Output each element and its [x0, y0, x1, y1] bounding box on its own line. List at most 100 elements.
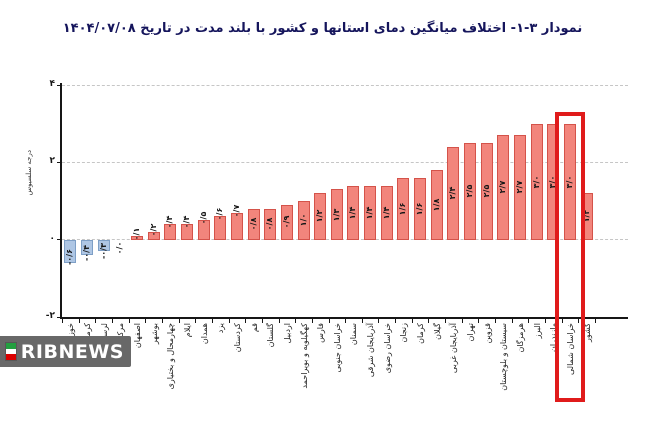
x-axis-tick: [295, 319, 297, 323]
y-axis-tick: [57, 316, 62, 318]
x-axis-tick: [378, 319, 380, 323]
x-axis-tick: [278, 319, 280, 323]
bar: [480, 143, 493, 240]
bar-value-label: ۰/۹: [281, 215, 291, 229]
x-axis-tick: [578, 319, 580, 323]
watermark-text: RIBNEWS: [20, 340, 124, 363]
x-axis-label: خراسان جنوبی: [332, 323, 342, 373]
bar-value-label: ۱/۳: [331, 208, 341, 221]
x-axis-tick: [62, 319, 63, 323]
y-axis-label: -۲: [45, 311, 55, 321]
y-axis-title: درجه سلسیوس: [25, 150, 33, 196]
gridline: [62, 161, 628, 163]
x-axis-label: هرمزگان: [516, 323, 526, 353]
bar-value-label: ۱/۶: [398, 202, 408, 216]
bar-value-label: ۰/۴: [181, 215, 191, 229]
x-axis-label: زنجان: [399, 323, 409, 343]
bar: [214, 216, 227, 240]
bar: [464, 143, 477, 240]
bar-negative: [97, 239, 110, 252]
x-axis-label: چهارمحال و بختیاری: [166, 323, 176, 390]
x-axis-label: بوشهر: [149, 323, 159, 345]
x-axis-tick: [445, 319, 447, 323]
y-axis-tick: [57, 161, 62, 163]
x-axis-tick: [111, 319, 113, 323]
bar: [147, 231, 160, 240]
x-axis-tick: [78, 319, 80, 323]
bar: [414, 177, 427, 240]
chart-title: نمودار ۳-۱- اختلاف میانگین دمای استانها …: [62, 21, 583, 36]
x-axis-label: همدان: [199, 323, 209, 345]
x-axis-tick: [178, 319, 180, 323]
bar-value-label: ۲/۷: [498, 181, 508, 194]
x-axis-tick: [261, 319, 263, 323]
x-axis-label: آذربایجان شرقی: [366, 323, 376, 378]
bar: [180, 224, 193, 240]
bar-value-label: -۰/۶: [65, 249, 75, 266]
x-axis-tick: [228, 319, 230, 323]
x-axis-label: فارس: [316, 323, 326, 343]
x-axis-label: اصفهان: [132, 323, 142, 349]
x-axis-tick: [545, 319, 547, 323]
x-axis-label: خراسان رضوی: [382, 323, 392, 374]
bar: [514, 135, 527, 240]
bar: [364, 185, 377, 240]
x-axis-label: سیستان و بلوچستان: [499, 323, 509, 391]
bar-value-label: ۰/۸: [248, 217, 258, 231]
bar-negative: [64, 239, 77, 263]
x-axis-tick: [595, 319, 596, 323]
bar: [347, 185, 360, 240]
x-axis-label: ایلام: [182, 323, 192, 338]
bar: [530, 123, 543, 240]
y-axis-label: ۲: [49, 156, 56, 167]
x-axis-tick: [478, 319, 480, 323]
x-axis-line: [60, 317, 628, 319]
bar-value-label: ۱/۰: [298, 213, 308, 227]
bar-value-label: ۰/۸: [265, 217, 275, 231]
x-axis-label: قم: [249, 323, 259, 333]
x-axis-tick: [561, 319, 563, 323]
y-axis-label: ۴: [49, 79, 56, 89]
iribnews-watermark: RIBNEWS: [0, 336, 131, 367]
x-axis-tick: [395, 319, 397, 323]
x-axis-tick: [495, 319, 497, 323]
bar: [380, 185, 393, 240]
bar-value-label: ۲/۷: [515, 181, 525, 194]
x-axis-tick: [145, 319, 147, 323]
x-axis-label: کهگیلویه و بویراحمد: [299, 323, 309, 389]
iran-flag-icon: [6, 343, 16, 361]
bar-value-label: ۱/۴: [348, 206, 358, 219]
bar: [230, 212, 243, 240]
bar-value-label: ۱/۸: [431, 198, 441, 212]
x-axis-label: آذربایجان غربی: [449, 323, 459, 374]
bar-value-label: -۰/۳: [98, 243, 108, 260]
x-axis-label: قزوین: [482, 323, 492, 344]
bar-value-label: ۱/۲: [315, 210, 325, 223]
x-axis-tick: [528, 319, 530, 323]
bar: [314, 193, 327, 240]
bar: [130, 235, 143, 240]
x-axis-tick: [461, 319, 463, 323]
bar: [247, 208, 260, 240]
bar-value-label: ۳/۰: [531, 175, 541, 188]
x-axis-label: تهران: [466, 323, 476, 342]
x-axis-tick: [128, 319, 130, 323]
x-axis-tick: [428, 319, 430, 323]
bar: [430, 170, 443, 240]
bar: [164, 224, 177, 240]
x-axis-tick: [95, 319, 97, 323]
bar: [264, 208, 277, 240]
bar: [397, 177, 410, 240]
bar-value-label: ۱/۶: [415, 202, 425, 216]
bar-value-label: ۱/۴: [381, 206, 391, 219]
bar: [297, 201, 310, 240]
x-axis-tick: [328, 319, 330, 323]
bar: [280, 204, 293, 240]
bar-value-label: ۲/۴: [448, 186, 458, 200]
bar: [197, 220, 210, 240]
x-axis-label: گیلان: [432, 323, 442, 340]
bar-value-label: ۰/۵: [198, 211, 208, 225]
x-axis-label: یزد: [216, 323, 226, 334]
bar-negative: [80, 239, 93, 256]
